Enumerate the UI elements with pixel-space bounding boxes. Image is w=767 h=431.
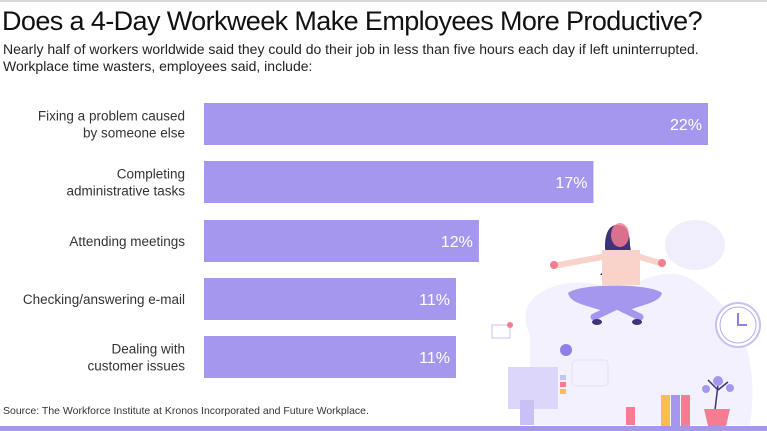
category-label: Completing (117, 167, 185, 182)
bar (204, 161, 594, 203)
bar-value-label: 11% (419, 292, 450, 309)
plant-icon (707, 379, 729, 411)
bar-value-label: 12% (441, 234, 473, 251)
subtitle-line-2: Workplace time wasters, employees said, … (3, 58, 313, 74)
meditation-illustration (491, 220, 761, 426)
bottom-divider (0, 426, 767, 431)
category-label: Fixing a problem caused (38, 109, 185, 124)
bar (204, 278, 456, 320)
binder-icon (661, 395, 670, 426)
category-label: by someone else (83, 126, 185, 141)
subtitle-line-1: Nearly half of workers worldwide said th… (3, 41, 699, 57)
bar (204, 103, 708, 145)
subtitle: Nearly half of workers worldwide said th… (3, 41, 699, 75)
page-title: Does a 4-Day Workweek Make Employees Mor… (2, 6, 703, 36)
alert-icon (560, 344, 572, 356)
bar-value-label: 22% (670, 117, 702, 134)
category-label: customer issues (87, 359, 185, 374)
source-note: Source: The Workforce Institute at Krono… (3, 405, 369, 417)
bar-value-label: 11% (419, 350, 450, 367)
bar (204, 336, 456, 378)
cup-icon (626, 407, 635, 425)
category-label: administrative tasks (66, 184, 185, 199)
bar-value-label: 17% (555, 175, 587, 192)
bar (204, 220, 479, 262)
top-divider (0, 0, 767, 2)
bar-chart: 22% Fixing a problem caused by someone els… (23, 103, 708, 378)
envelope-icon (491, 324, 511, 339)
category-label: Dealing with (111, 342, 185, 357)
category-label: Attending meetings (69, 234, 185, 249)
category-label: Checking/answering e-mail (23, 292, 185, 307)
